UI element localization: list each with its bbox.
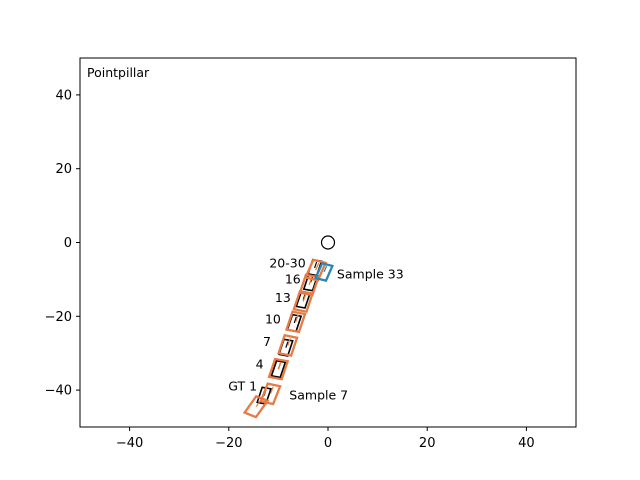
x-tick-label: −20 (215, 436, 242, 451)
annotation-label: 13 (275, 290, 291, 305)
sample-box-outline (284, 310, 307, 334)
gt-box-outline (302, 273, 319, 292)
sample-box (277, 333, 299, 357)
sample-box-outline (242, 394, 270, 419)
highlight-box-outline (313, 262, 335, 282)
x-tick-label: 20 (419, 436, 436, 451)
sample-box-outline (298, 273, 320, 297)
sample-heading-line (277, 361, 282, 370)
sample-heading-line (269, 386, 274, 395)
panel-label: Pointpillar (87, 65, 150, 80)
sample-heading-line (287, 338, 291, 346)
annotation-label: GT 1 (228, 378, 257, 393)
x-tick-label: −40 (116, 436, 143, 451)
gt-heading-line (285, 341, 289, 348)
sample-heading-line (315, 262, 320, 271)
annotation-label: Sample 7 (289, 388, 348, 403)
sample-box-outline (277, 333, 299, 357)
annotation-label: 7 (263, 334, 271, 349)
sample-box (284, 310, 307, 334)
gt-heading-line (293, 316, 297, 324)
sample-box-outline (303, 258, 328, 282)
y-tick-label: 40 (55, 88, 72, 103)
sample-box-outline (292, 290, 315, 314)
annotation-label: 10 (265, 312, 281, 327)
y-tick-label: 0 (64, 236, 72, 251)
sample-box (292, 290, 315, 314)
x-tick-label: 0 (324, 436, 332, 451)
y-tick-label: −20 (45, 310, 72, 325)
sample-box-outline (267, 357, 290, 381)
y-tick-label: −40 (45, 384, 72, 399)
annotation-label: 20-30 (269, 256, 305, 271)
sample-box (303, 258, 328, 282)
gt-heading-line (314, 261, 318, 269)
x-tick-label: 40 (518, 436, 535, 451)
sample-heading-line (295, 314, 299, 323)
ego-marker (320, 235, 336, 250)
highlight-heading-line (323, 265, 328, 273)
annotation-label: 16 (285, 271, 301, 286)
annotation-label: Sample 33 (337, 267, 404, 282)
sample-box (259, 382, 282, 406)
sample-heading-line (302, 294, 307, 302)
y-tick-label: 20 (55, 162, 72, 177)
annotation-label: 4 (256, 356, 264, 371)
ticks-layer: −40 −20 0 20 40 −40 −20 0 20 40 (45, 88, 535, 451)
gt-box-outline (270, 359, 287, 379)
sample-box-outline (259, 382, 282, 406)
highlight-box (313, 262, 335, 282)
sample-box (267, 357, 290, 381)
